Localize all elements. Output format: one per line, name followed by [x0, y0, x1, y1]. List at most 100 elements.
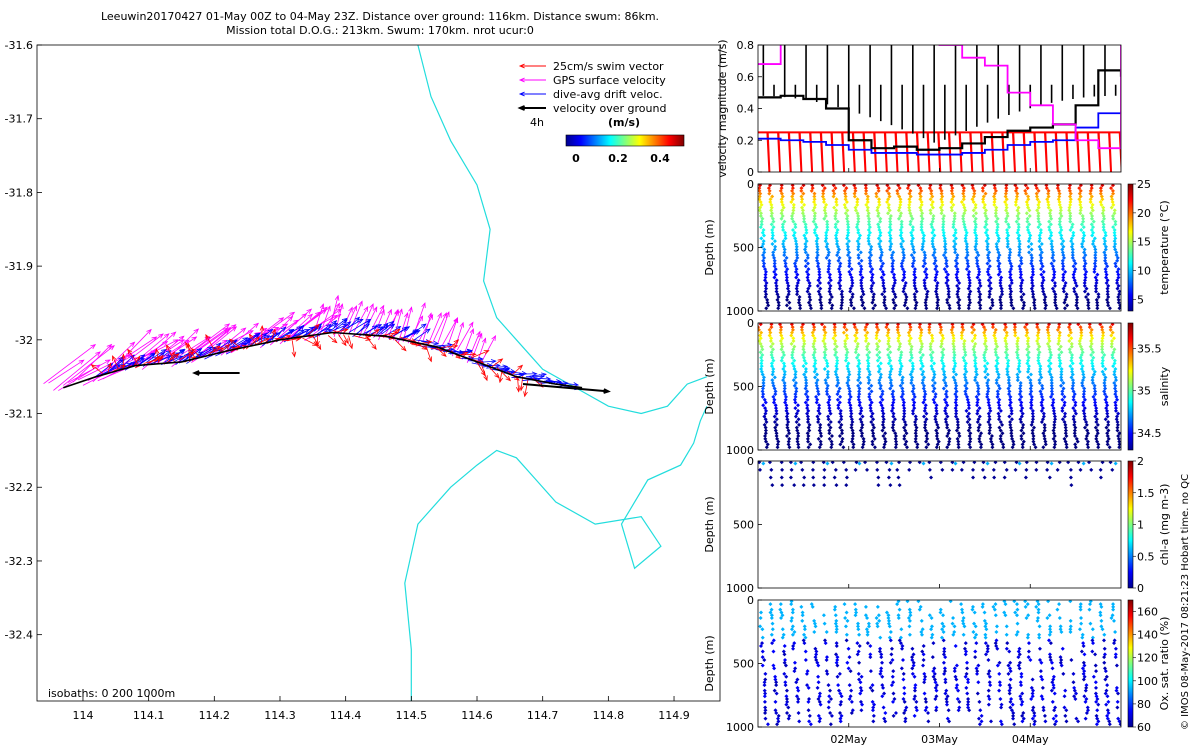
- temperature-data-point: [929, 202, 934, 207]
- temperature-data-point: [878, 219, 883, 224]
- oxygen-data-point: [844, 632, 849, 637]
- swim-vector-arrow: [435, 346, 447, 358]
- salinity-data-point: [951, 375, 956, 380]
- oxygen-data-point: [900, 643, 905, 648]
- salinity-data-point: [1036, 327, 1041, 332]
- oxygen-data-point: [1011, 716, 1016, 721]
- temperature-data-point: [1094, 278, 1099, 283]
- temperature-data-point: [928, 184, 933, 188]
- salinity-data-point: [800, 330, 805, 335]
- oxygen-data-point: [1048, 641, 1053, 646]
- temperature-data-point: [910, 261, 915, 266]
- salinity-data-point: [1015, 339, 1020, 344]
- temperature-data-point: [985, 244, 990, 249]
- oxygen-data-point: [910, 671, 915, 676]
- oxygen-data-point: [1068, 627, 1073, 632]
- salinity-data-point: [1059, 378, 1064, 383]
- salinity-data-point: [1106, 436, 1111, 441]
- temperature-data-point: [1109, 186, 1114, 191]
- oxygen-data-point: [1043, 719, 1048, 724]
- oxygen-data-point: [979, 719, 984, 724]
- oxygen-data-point: [1058, 624, 1063, 629]
- oxygen-data-point: [971, 630, 976, 635]
- temperature-data-point: [1046, 194, 1051, 199]
- salinity-data-point: [1078, 361, 1083, 366]
- temperature-data-point: [1004, 216, 1009, 221]
- drift-velocity-arrow: [529, 372, 547, 378]
- salinity-data-point: [1102, 389, 1107, 394]
- salinity-data-point: [1116, 434, 1121, 439]
- salinity-data-point: [1089, 333, 1094, 338]
- temperature-data-point: [1068, 216, 1073, 221]
- salinity-data-point: [951, 347, 956, 352]
- salinity-data-point: [987, 422, 992, 427]
- salinity-data-point: [845, 364, 850, 369]
- temperature-data-point: [1112, 239, 1117, 244]
- temperature-data-point: [822, 208, 827, 213]
- temperature-data-point: [828, 278, 833, 283]
- salinity-data-point: [1047, 339, 1052, 344]
- salinity-data-point: [1058, 361, 1063, 366]
- oxygen-data-point: [1063, 713, 1068, 718]
- salinity-data-point: [769, 325, 774, 330]
- salinity-data-point: [997, 406, 1002, 411]
- oxygen-data-point: [943, 691, 948, 696]
- salinity-data-point: [832, 323, 837, 327]
- temperature-data-point: [790, 194, 795, 199]
- salinity-data-point: [1072, 420, 1077, 425]
- salinity-data-point: [923, 403, 928, 408]
- salinity-data-point: [857, 389, 862, 394]
- temperature-data-point: [1019, 272, 1024, 277]
- temperature-data-point: [898, 197, 903, 202]
- salinity-data-point: [1008, 394, 1013, 399]
- oxygen-data-point: [1026, 641, 1031, 646]
- temperature-data-point: [903, 300, 908, 305]
- chla-data-point: [832, 475, 837, 480]
- temperature-data-point: [764, 286, 769, 291]
- salinity-data-point: [897, 372, 902, 377]
- salinity-data-point: [1035, 333, 1040, 338]
- oxygen-data-point: [956, 708, 961, 713]
- chla-data-point: [1068, 475, 1073, 480]
- temperature-data-point: [807, 295, 812, 300]
- salinity-data-point: [951, 344, 956, 349]
- oxygen-data-point: [1084, 683, 1089, 688]
- temperature-data-point: [1095, 303, 1100, 308]
- salinity-data-point: [827, 436, 832, 441]
- temperature-data-point: [821, 197, 826, 202]
- oxygen-data-point: [1007, 691, 1012, 696]
- oxygen-data-point: [1077, 627, 1082, 632]
- temperature-data-point: [1105, 300, 1110, 305]
- oxygen-data-point: [791, 646, 796, 651]
- salinity-data-point: [775, 445, 780, 450]
- temperature-data-point: [787, 300, 792, 305]
- salinity-data-point: [894, 434, 899, 439]
- salinity-data-point: [974, 366, 979, 371]
- salinity-data-point: [1091, 394, 1096, 399]
- temperature-data-point: [1062, 300, 1067, 305]
- salinity-data-point: [817, 403, 822, 408]
- salinity-data-point: [930, 366, 935, 371]
- salinity-data-point: [934, 411, 939, 416]
- temperature-data-point: [1101, 214, 1106, 219]
- temperature-data-point: [845, 233, 850, 238]
- temperature-data-point: [1046, 205, 1051, 210]
- temperature-data-point: [866, 211, 871, 216]
- salinity-data-point: [843, 344, 848, 349]
- salinity-data-point: [814, 383, 819, 388]
- salinity-data-point: [794, 420, 799, 425]
- temperature-data-point: [868, 261, 873, 266]
- salinity-data-point: [1029, 383, 1034, 388]
- oxygen-data-point: [789, 602, 794, 607]
- temperature-data-point: [772, 258, 777, 263]
- oxygen-data-point: [912, 688, 917, 693]
- salinity-data-point: [1019, 400, 1024, 405]
- temperature-data-point: [795, 292, 800, 297]
- salinity-data-point: [1057, 333, 1062, 338]
- temperature-data-point: [919, 188, 924, 193]
- temperature-data-point: [869, 278, 874, 283]
- temperature-data-point: [978, 303, 983, 308]
- chla-data-point: [896, 475, 901, 480]
- temperature-data-point: [970, 186, 975, 191]
